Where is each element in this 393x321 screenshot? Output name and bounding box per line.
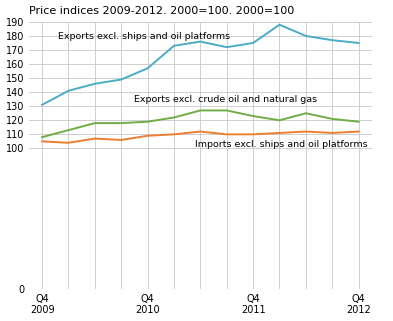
Text: Imports excl. ships and oil platforms: Imports excl. ships and oil platforms (195, 140, 368, 149)
Text: Exports excl. crude oil and natural gas: Exports excl. crude oil and natural gas (134, 95, 318, 104)
Text: Price indices 2009-2012. 2000=100. 2000=100: Price indices 2009-2012. 2000=100. 2000=… (29, 5, 294, 15)
Text: Exports excl. ships and oil platforms: Exports excl. ships and oil platforms (58, 32, 230, 41)
